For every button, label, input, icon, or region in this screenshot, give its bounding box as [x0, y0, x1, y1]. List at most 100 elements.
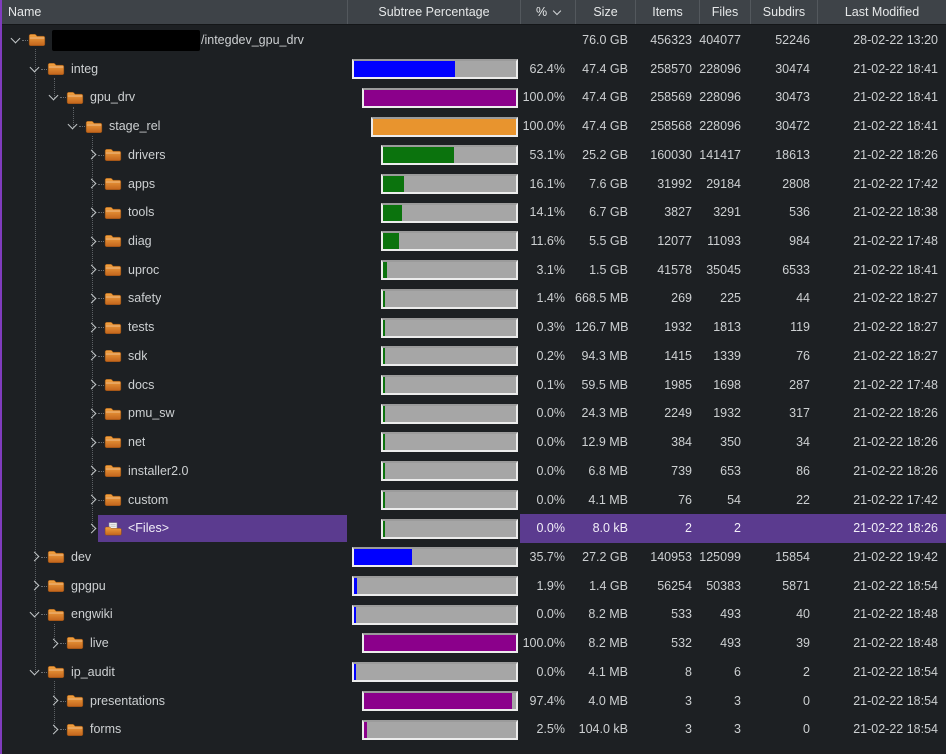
- size-cell: 4.1 MB: [588, 664, 628, 679]
- expander-chevron-right-icon[interactable]: [48, 724, 59, 735]
- expander-chevron-down-icon[interactable]: [10, 33, 21, 44]
- expander-chevron-right-icon[interactable]: [86, 322, 97, 333]
- table-row[interactable]: ip_audit 0.0% 4.1 MB 8 6 2 21-02-22 18:54: [0, 658, 946, 687]
- tree-branch-dash: [22, 40, 28, 41]
- name-cell: apps: [0, 170, 347, 199]
- table-row[interactable]: forms 2.5% 104.0 kB 3 3 0 21-02-22 18:54: [0, 715, 946, 744]
- table-row[interactable]: gpgpu 1.9% 1.4 GB 56254 50383 5871 21-02-22 18…: [0, 572, 946, 601]
- table-row[interactable]: dev 35.7% 27.2 GB 140953 125099 15854 21-02-22…: [0, 543, 946, 572]
- expander-chevron-right-icon[interactable]: [86, 494, 97, 505]
- folder-icon: [47, 579, 65, 593]
- column-header-files[interactable]: Files: [699, 0, 750, 24]
- table-row[interactable]: presentations 97.4% 4.0 MB 3 3 0 21-02-22 18:5…: [0, 687, 946, 716]
- expander-chevron-down-icon[interactable]: [29, 665, 40, 676]
- expander-chevron-right-icon[interactable]: [48, 695, 59, 706]
- table-row[interactable]: /integdev_gpu_drv 76.0 GB 456323 404077 5224…: [0, 26, 946, 55]
- items-cell: 2249: [664, 406, 692, 421]
- table-row[interactable]: uproc 3.1% 1.5 GB 41578 35045 6533 21-02-22 18…: [0, 256, 946, 285]
- subtree-percentage-cell: [347, 457, 520, 486]
- files-cell: 11093: [707, 234, 741, 249]
- expander-chevron-right-icon[interactable]: [86, 264, 97, 275]
- items-cell: 456323: [650, 33, 692, 47]
- folder-icon: [104, 292, 122, 306]
- files-cell: 3291: [713, 205, 741, 220]
- column-header-items[interactable]: Items: [635, 0, 699, 24]
- subdirs-cell: 34: [796, 435, 810, 450]
- files-icon: [104, 522, 122, 536]
- size-cell: 94.3 MB: [581, 348, 628, 363]
- table-row[interactable]: sdk 0.2% 94.3 MB 1415 1339 76 21-02-22 18:27: [0, 342, 946, 371]
- expander-chevron-right-icon[interactable]: [86, 178, 97, 189]
- column-header-subdirs[interactable]: Subdirs: [750, 0, 817, 24]
- table-row[interactable]: integ 62.4% 47.4 GB 258570 228096 30474 21-02-…: [0, 55, 946, 84]
- expander-chevron-right-icon[interactable]: [86, 149, 97, 160]
- percent-bar-fill: [383, 463, 385, 480]
- table-row[interactable]: diag 11.6% 5.5 GB 12077 11093 984 21-02-22 17:…: [0, 227, 946, 256]
- expander-chevron-down-icon[interactable]: [29, 607, 40, 618]
- column-header-label: Last Modified: [844, 5, 920, 19]
- table-row[interactable]: net 0.0% 12.9 MB 384 350 34 21-02-22 18:26: [0, 428, 946, 457]
- percent-bar: [381, 317, 518, 338]
- size-cell: 104.0 kB: [578, 722, 628, 737]
- size-cell: 4.1 MB: [588, 492, 628, 507]
- expander-chevron-right-icon[interactable]: [29, 580, 40, 591]
- expander-chevron-down-icon[interactable]: [48, 90, 59, 101]
- expander-chevron-right-icon[interactable]: [86, 379, 97, 390]
- expander-chevron-right-icon[interactable]: [29, 551, 40, 562]
- table-row[interactable]: apps 16.1% 7.6 GB 31992 29184 2808 21-02-22 17…: [0, 170, 946, 199]
- item-label: tools: [128, 205, 155, 220]
- expander-chevron-right-icon[interactable]: [86, 207, 97, 218]
- name-cell-content: sdk: [98, 343, 347, 370]
- expander-chevron-right-icon[interactable]: [86, 523, 97, 534]
- subtree-percentage-cell: [347, 170, 520, 199]
- folder-icon: [47, 550, 65, 564]
- subtree-percentage-cell: [347, 399, 520, 428]
- column-header-size[interactable]: Size: [575, 0, 635, 24]
- folder-icon: [104, 378, 122, 392]
- percent-cell: 14.1%: [529, 205, 565, 220]
- table-row[interactable]: stage_rel 100.0% 47.4 GB 258568 228096 30472 2…: [0, 112, 946, 141]
- column-header-mod[interactable]: Last Modified: [817, 0, 946, 24]
- percent-bar: [371, 116, 518, 137]
- expander-chevron-right-icon[interactable]: [86, 437, 97, 448]
- table-row[interactable]: <Files> 0.0% 8.0 kB 2 2 21-02-22 18:26: [0, 514, 946, 543]
- name-cell-content: docs: [98, 372, 347, 399]
- percent-bar-fill: [363, 89, 516, 106]
- percent-cell: 0.0%: [536, 607, 566, 622]
- modified-cell: 21-02-22 18:27: [853, 320, 938, 335]
- items-cell: 160030: [650, 147, 692, 162]
- table-row[interactable]: tools 14.1% 6.7 GB 3827 3291 536 21-02-22 18:3…: [0, 198, 946, 227]
- expander-chevron-down-icon[interactable]: [67, 119, 78, 130]
- expander-chevron-right-icon[interactable]: [86, 350, 97, 361]
- tree-branch-dash: [98, 413, 104, 415]
- expander-chevron-right-icon[interactable]: [48, 638, 59, 649]
- table-row[interactable]: drivers 53.1% 25.2 GB 160030 141417 18613 21-0…: [0, 141, 946, 170]
- table-row[interactable]: engwiki 0.0% 8.2 MB 533 493 40 21-02-22 18:48: [0, 600, 946, 629]
- subdirs-cell: 44: [796, 291, 810, 306]
- expander-chevron-down-icon[interactable]: [29, 62, 40, 73]
- column-header-name[interactable]: Name: [0, 0, 347, 24]
- size-cell: 6.8 MB: [588, 463, 628, 478]
- tree-branch-line: [34, 49, 36, 673]
- column-header-pct[interactable]: %: [520, 0, 575, 24]
- column-header-bar[interactable]: Subtree Percentage: [347, 0, 520, 24]
- table-row[interactable]: live 100.0% 8.2 MB 532 493 39 21-02-22 18:48: [0, 629, 946, 658]
- files-cell: 1813: [713, 320, 741, 335]
- files-cell: 228096: [699, 90, 741, 105]
- expander-chevron-right-icon[interactable]: [86, 236, 97, 246]
- name-cell: docs: [0, 371, 347, 400]
- items-cell: 3827: [664, 205, 692, 220]
- subdirs-cell: 76: [796, 348, 810, 363]
- table-row[interactable]: pmu_sw 0.0% 24.3 MB 2249 1932 317 21-02-22 18:…: [0, 399, 946, 428]
- expander-chevron-right-icon[interactable]: [86, 293, 97, 304]
- table-row[interactable]: safety 1.4% 668.5 MB 269 225 44 21-02-22 18:27: [0, 284, 946, 313]
- table-row[interactable]: docs 0.1% 59.5 MB 1985 1698 287 21-02-22 17:48: [0, 371, 946, 400]
- percent-bar-fill: [363, 692, 513, 709]
- table-row[interactable]: installer2.0 0.0% 6.8 MB 739 653 86 21-02-22 1…: [0, 457, 946, 486]
- expander-chevron-right-icon[interactable]: [86, 465, 97, 476]
- size-cell: 27.2 GB: [582, 549, 628, 564]
- table-row[interactable]: gpu_drv 100.0% 47.4 GB 258569 228096 30473 21-…: [0, 83, 946, 112]
- expander-chevron-right-icon[interactable]: [86, 408, 97, 419]
- table-row[interactable]: custom 0.0% 4.1 MB 76 54 22 21-02-22 17:42: [0, 486, 946, 515]
- table-row[interactable]: tests 0.3% 126.7 MB 1932 1813 119 21-02-22 18:…: [0, 313, 946, 342]
